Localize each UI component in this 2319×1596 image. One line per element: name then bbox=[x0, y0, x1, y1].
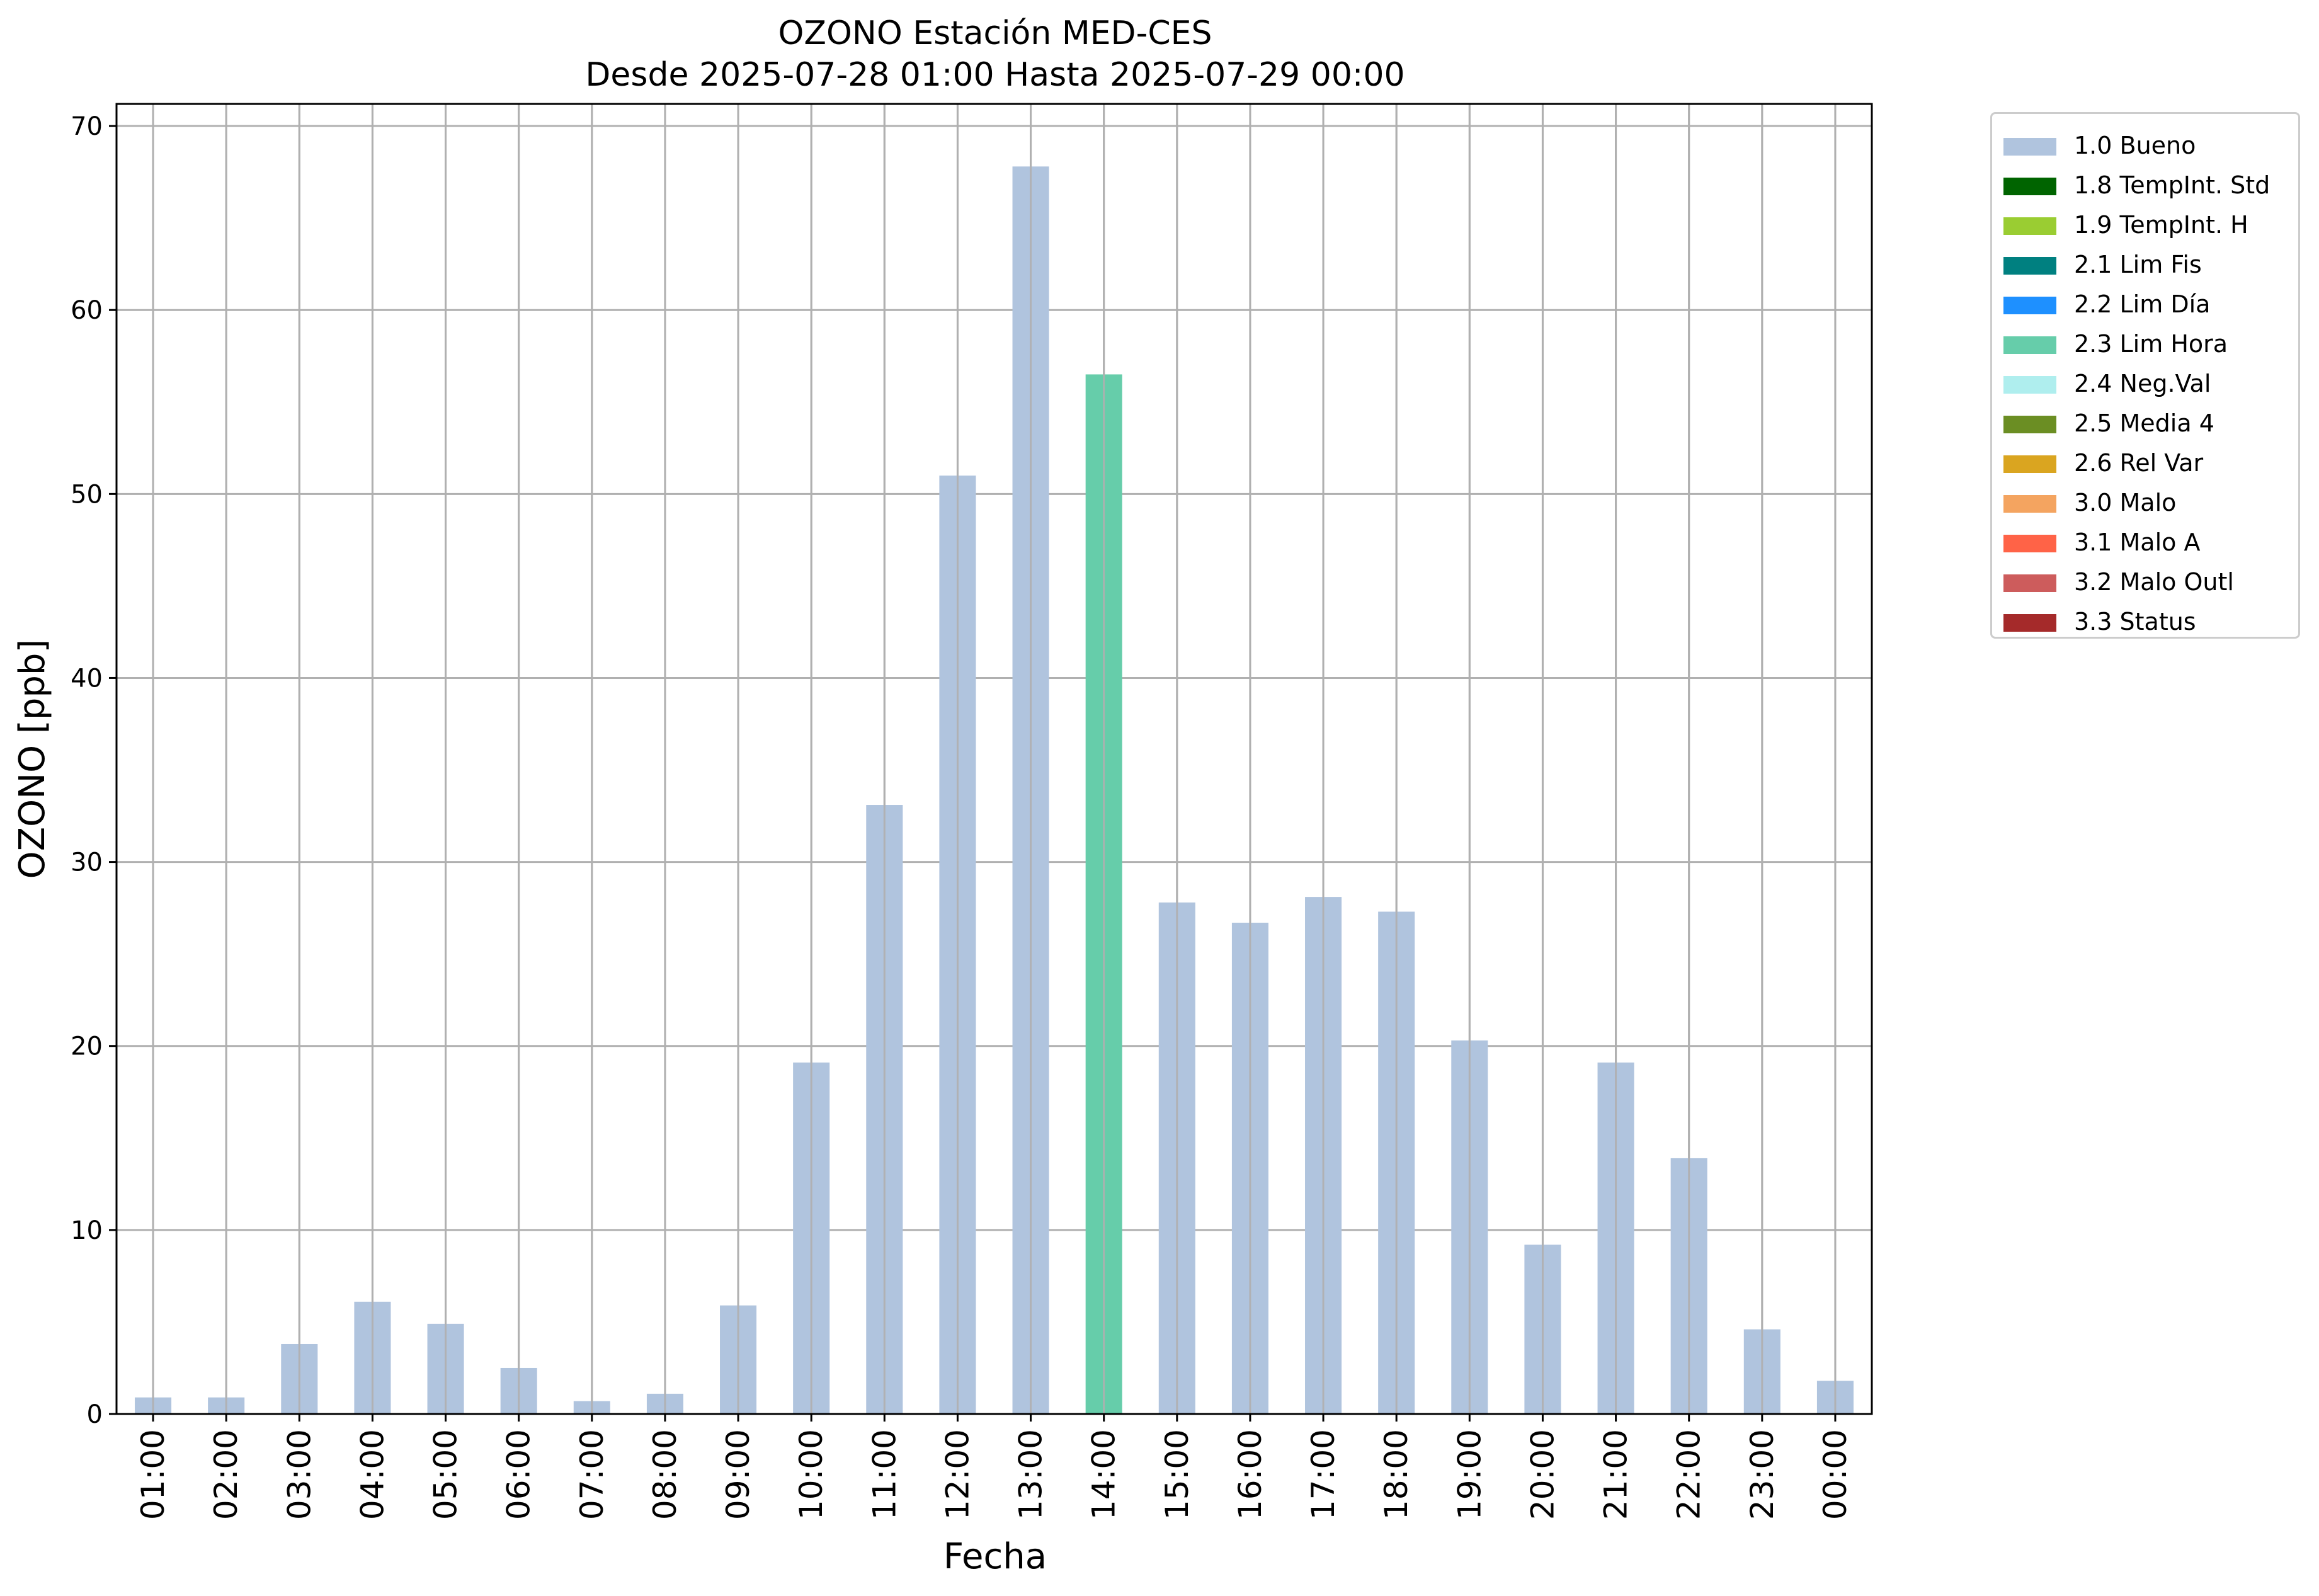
x-tick-label: 05:00 bbox=[428, 1429, 464, 1520]
legend-item: 2.5 Media 4 bbox=[1992, 404, 2298, 444]
x-axis-ticks: 01:00 02:00 03:00 04:00 05:00 06:00 07:00 08:00… bbox=[135, 1414, 1854, 1520]
legend-swatch bbox=[2003, 336, 2056, 354]
legend-swatch bbox=[2003, 297, 2056, 314]
y-tick-label: 20 bbox=[71, 1032, 103, 1061]
legend-label: 3.2 Malo Outl bbox=[2074, 568, 2234, 596]
x-axis-label: Fecha bbox=[943, 1536, 1047, 1577]
y-tick-label: 60 bbox=[71, 296, 103, 325]
legend-swatch bbox=[2003, 416, 2056, 433]
y-tick-label: 70 bbox=[71, 112, 103, 141]
legend-item: 1.0 Bueno bbox=[1992, 127, 2298, 166]
legend-swatch bbox=[2003, 178, 2056, 195]
legend-swatch bbox=[2003, 257, 2056, 275]
legend-label: 2.3 Lim Hora bbox=[2074, 330, 2228, 358]
x-tick-label: 14:00 bbox=[1086, 1429, 1122, 1520]
y-tick-label: 50 bbox=[71, 480, 103, 509]
legend-swatch bbox=[2003, 614, 2056, 632]
x-tick-label: 21:00 bbox=[1598, 1429, 1634, 1520]
x-tick-label: 00:00 bbox=[1817, 1429, 1854, 1520]
legend-label: 1.9 TempInt. H bbox=[2074, 211, 2248, 239]
y-axis-label: OZONO [ppb] bbox=[12, 639, 53, 879]
y-tick-label: 0 bbox=[87, 1400, 103, 1429]
plot-frame bbox=[115, 103, 1873, 1415]
x-tick-label: 18:00 bbox=[1378, 1429, 1415, 1520]
legend-swatch bbox=[2003, 495, 2056, 513]
x-tick-label: 23:00 bbox=[1744, 1429, 1781, 1520]
chart-title-line2: Desde 2025-07-28 01:00 Hasta 2025-07-29 … bbox=[585, 56, 1405, 94]
x-tick-label: 16:00 bbox=[1232, 1429, 1268, 1520]
x-tick-label: 15:00 bbox=[1159, 1429, 1195, 1520]
x-tick-label: 02:00 bbox=[208, 1429, 244, 1520]
legend-label: 2.6 Rel Var bbox=[2074, 449, 2204, 477]
legend-label: 2.1 Lim Fis bbox=[2074, 251, 2202, 278]
legend-label: 3.0 Malo bbox=[2074, 489, 2177, 516]
x-tick-label: 01:00 bbox=[135, 1429, 171, 1520]
legend-swatch bbox=[2003, 574, 2056, 592]
y-tick-label: 10 bbox=[71, 1216, 103, 1245]
legend-label: 2.5 Media 4 bbox=[2074, 409, 2214, 437]
chart-title-line1: OZONO Estación MED-CES bbox=[778, 14, 1212, 52]
bars bbox=[135, 104, 1854, 1415]
y-axis-ticks: 0 10 20 30 40 50 60 70 bbox=[71, 112, 117, 1429]
legend-item: 3.0 Malo bbox=[1992, 484, 2298, 523]
x-tick-label: 07:00 bbox=[574, 1429, 610, 1520]
legend-label: 1.8 TempInt. Std bbox=[2074, 171, 2271, 199]
x-tick-label: 11:00 bbox=[866, 1429, 903, 1520]
x-tick-label: 09:00 bbox=[720, 1429, 756, 1520]
legend: 1.0 Bueno 1.8 TempInt. Std 1.9 TempInt. H 2… bbox=[1990, 112, 2300, 639]
legend-label: 2.4 Neg.Val bbox=[2074, 370, 2211, 397]
legend-item: 1.8 TempInt. Std bbox=[1992, 166, 2298, 206]
legend-item: 2.4 Neg.Val bbox=[1992, 365, 2298, 404]
legend-label: 1.0 Bueno bbox=[2074, 132, 2196, 159]
legend-label: 2.2 Lim Día bbox=[2074, 290, 2211, 318]
x-tick-label: 12:00 bbox=[939, 1429, 976, 1520]
x-tick-label: 17:00 bbox=[1305, 1429, 1342, 1520]
x-tick-label: 13:00 bbox=[1013, 1429, 1049, 1520]
legend-swatch bbox=[2003, 217, 2056, 235]
legend-label: 3.1 Malo A bbox=[2074, 528, 2201, 556]
legend-item: 3.1 Malo A bbox=[1992, 523, 2298, 563]
x-tick-label: 10:00 bbox=[793, 1429, 829, 1520]
legend-item: 3.3 Status bbox=[1992, 603, 2298, 642]
legend-swatch bbox=[2003, 535, 2056, 552]
legend-item: 1.9 TempInt. H bbox=[1992, 206, 2298, 246]
y-tick-label: 30 bbox=[71, 848, 103, 877]
x-tick-label: 20:00 bbox=[1524, 1429, 1561, 1520]
y-tick-label: 40 bbox=[71, 664, 103, 693]
x-tick-label: 08:00 bbox=[647, 1429, 683, 1520]
legend-item: 2.6 Rel Var bbox=[1992, 444, 2298, 484]
x-tick-label: 22:00 bbox=[1671, 1429, 1707, 1520]
legend-swatch bbox=[2003, 376, 2056, 394]
legend-item: 2.2 Lim Día bbox=[1992, 285, 2298, 325]
legend-label: 3.3 Status bbox=[2074, 608, 2196, 636]
legend-swatch bbox=[2003, 455, 2056, 473]
x-tick-label: 19:00 bbox=[1451, 1429, 1488, 1520]
legend-item: 2.3 Lim Hora bbox=[1992, 325, 2298, 365]
x-tick-label: 04:00 bbox=[354, 1429, 390, 1520]
x-tick-label: 03:00 bbox=[281, 1429, 317, 1520]
legend-swatch bbox=[2003, 138, 2056, 156]
x-tick-label: 06:00 bbox=[501, 1429, 537, 1520]
legend-item: 2.1 Lim Fis bbox=[1992, 246, 2298, 285]
legend-item: 3.2 Malo Outl bbox=[1992, 563, 2298, 603]
